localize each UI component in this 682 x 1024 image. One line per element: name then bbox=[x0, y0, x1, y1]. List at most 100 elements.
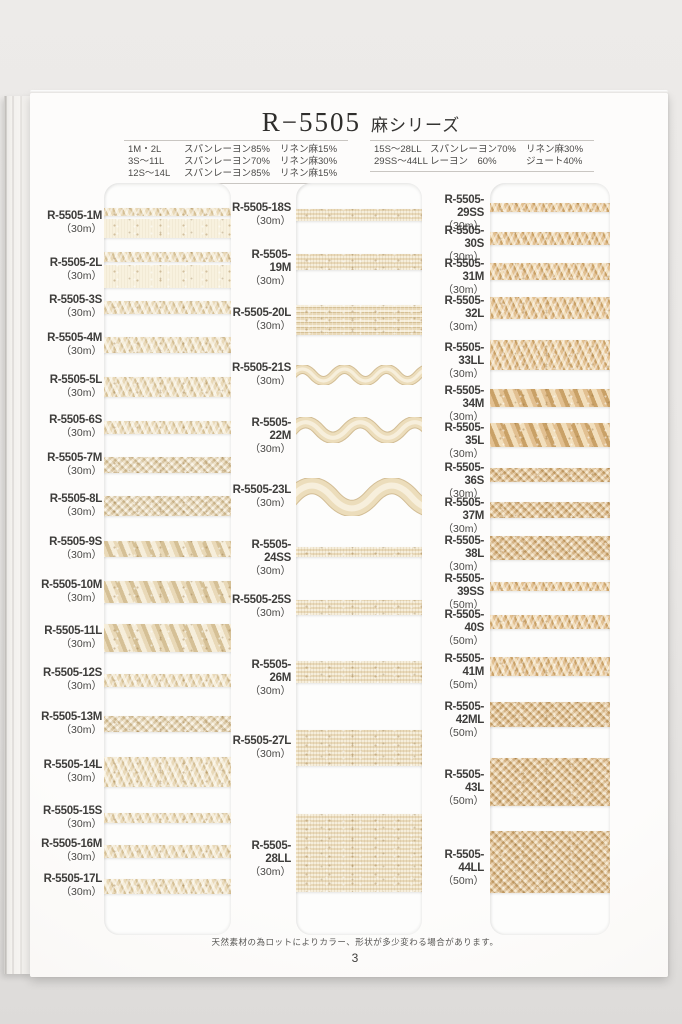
sample-label: R-5505-9S （30m） bbox=[38, 536, 102, 562]
braid-texture bbox=[490, 202, 610, 212]
sample-code: R-5505-1M bbox=[47, 210, 102, 222]
trim-sample bbox=[490, 581, 610, 591]
sample-length: （30m） bbox=[60, 772, 102, 784]
braid-texture bbox=[490, 297, 610, 319]
sample-length: （30m） bbox=[60, 427, 102, 439]
trim-sample bbox=[104, 878, 231, 894]
rope-texture bbox=[104, 541, 231, 557]
trim-sample bbox=[490, 297, 610, 319]
sample-label: R-5505-12S （30m） bbox=[38, 667, 102, 693]
comp-f2: ジュート40% bbox=[526, 156, 583, 167]
sample-length: （30m） bbox=[60, 387, 102, 399]
sample-length: （30m） bbox=[60, 345, 102, 357]
braid-texture bbox=[104, 337, 231, 353]
sample-label: R-5505-18S （30m） bbox=[231, 202, 291, 228]
sample-code: R-5505-11L bbox=[44, 625, 102, 637]
sample-length: （30m） bbox=[249, 275, 291, 287]
sample-length: （30m） bbox=[60, 851, 102, 863]
tape-part bbox=[104, 219, 231, 238]
sample-code: R-5505-10M bbox=[41, 579, 102, 591]
trim-sample bbox=[490, 615, 610, 629]
sample-code: R-5505-13M bbox=[41, 711, 102, 723]
sample-label: R-5505-33LL （30m） bbox=[426, 342, 485, 381]
comp-range: 15S～28LL bbox=[374, 144, 422, 155]
sample-label: R-5505-32L （30m） bbox=[426, 295, 485, 334]
sample-code: R-5505-12S bbox=[42, 667, 102, 679]
page-title: R−5505 麻シリーズ bbox=[42, 107, 680, 138]
sample-length: （30m） bbox=[60, 270, 102, 282]
sample-code: R-5505-42ML bbox=[444, 701, 485, 726]
sample-length: （30m） bbox=[442, 284, 484, 296]
comp-f1: スパンレーヨン85% bbox=[184, 144, 270, 155]
rope-texture bbox=[490, 423, 610, 447]
comp-f1: レーヨン 60% bbox=[430, 156, 497, 167]
sample-label: R-5505-1M （30m） bbox=[38, 210, 102, 236]
trim-sample bbox=[104, 813, 231, 823]
sample-label: R-5505-38L （30m） bbox=[426, 535, 485, 574]
trim-sample bbox=[104, 420, 231, 434]
herringbone-texture bbox=[490, 468, 610, 482]
composition-row: 15S～28LL スパンレーヨン70% リネン麻30% bbox=[374, 144, 590, 156]
sample-code: R-5505-32L bbox=[444, 295, 485, 320]
sample-length: （30m） bbox=[60, 223, 102, 235]
sample-length: （30m） bbox=[60, 886, 102, 898]
sample-label: R-5505-6S （30m） bbox=[38, 414, 102, 440]
comp-f1: スパンレーヨン70% bbox=[430, 144, 516, 155]
sample-length: （30m） bbox=[60, 506, 102, 518]
tape-part bbox=[104, 265, 231, 288]
trim-sample bbox=[104, 757, 231, 787]
tape-texture bbox=[296, 814, 422, 892]
trim-sample bbox=[490, 231, 610, 245]
braid-texture bbox=[490, 340, 610, 370]
sample-code: R-5505-16M bbox=[41, 838, 102, 850]
sample-length: （30m） bbox=[442, 220, 484, 232]
sample-code: R-5505-15S bbox=[42, 805, 102, 817]
trim-sample bbox=[104, 673, 231, 687]
sample-label: R-5505-39SS （50m） bbox=[426, 573, 485, 612]
sample-length: （30m） bbox=[442, 251, 484, 263]
braid-texture bbox=[104, 673, 231, 687]
rope-texture bbox=[104, 624, 231, 652]
sample-label: R-5505-4M （30m） bbox=[38, 332, 102, 358]
trim-sample bbox=[296, 365, 422, 385]
trim-sample bbox=[490, 656, 610, 676]
sample-code: R-5505-36S bbox=[444, 462, 485, 487]
sample-length: （30m） bbox=[60, 638, 102, 650]
sample-label: R-5505-37M （30m） bbox=[426, 497, 485, 536]
ricrac-wave bbox=[296, 478, 422, 516]
sample-code: R-5505-21S bbox=[231, 362, 291, 374]
sample-length: （30m） bbox=[249, 375, 291, 387]
trim-sample bbox=[296, 599, 422, 615]
sample-label: R-5505-2L （30m） bbox=[38, 257, 103, 283]
trim-sample bbox=[104, 337, 231, 353]
sample-code: R-5505-7M bbox=[47, 452, 102, 464]
herringbone-texture bbox=[104, 457, 231, 473]
comp-range: 1M・2L bbox=[128, 144, 162, 155]
trim-sample bbox=[104, 716, 231, 732]
sample-code: R-5505-4M bbox=[47, 332, 102, 344]
herringbone-texture bbox=[104, 716, 231, 732]
sample-label: R-5505-10M （30m） bbox=[38, 579, 102, 605]
composition-row: 29SS～44LL レーヨン 60% ジュート40% bbox=[374, 156, 590, 168]
sample-length: （30m） bbox=[249, 685, 291, 697]
ricrac-wave bbox=[296, 365, 422, 385]
sample-label: R-5505-20L （30m） bbox=[231, 307, 292, 333]
sample-code: R-5505-6S bbox=[49, 414, 102, 426]
sample-label: R-5505-29SS （30m） bbox=[426, 194, 485, 233]
comp-f1: スパンレーヨン85% bbox=[184, 168, 270, 179]
sample-label: R-5505-22M （30m） bbox=[231, 417, 292, 456]
herringbone-texture bbox=[490, 536, 610, 560]
sample-length: （30m） bbox=[249, 443, 291, 455]
sample-label: R-5505-42ML （50m） bbox=[426, 701, 485, 740]
sample-length: （30m） bbox=[60, 549, 102, 561]
sample-code: R-5505-2L bbox=[49, 257, 103, 269]
sample-label: R-5505-7M （30m） bbox=[38, 452, 102, 478]
sample-length: （30m） bbox=[249, 866, 291, 878]
sample-code: R-5505-31M bbox=[444, 258, 485, 283]
sample-code: R-5505-40S bbox=[444, 609, 485, 634]
sample-label: R-5505-43L （50m） bbox=[426, 769, 485, 808]
sample-code: R-5505-27L bbox=[232, 735, 292, 747]
composition-table-right: 15S～28LL スパンレーヨン70% リネン麻30% 29SS～44LL レーヨン 6… bbox=[370, 140, 594, 172]
sample-length: （30m） bbox=[442, 448, 484, 460]
trim-sample bbox=[296, 814, 422, 892]
